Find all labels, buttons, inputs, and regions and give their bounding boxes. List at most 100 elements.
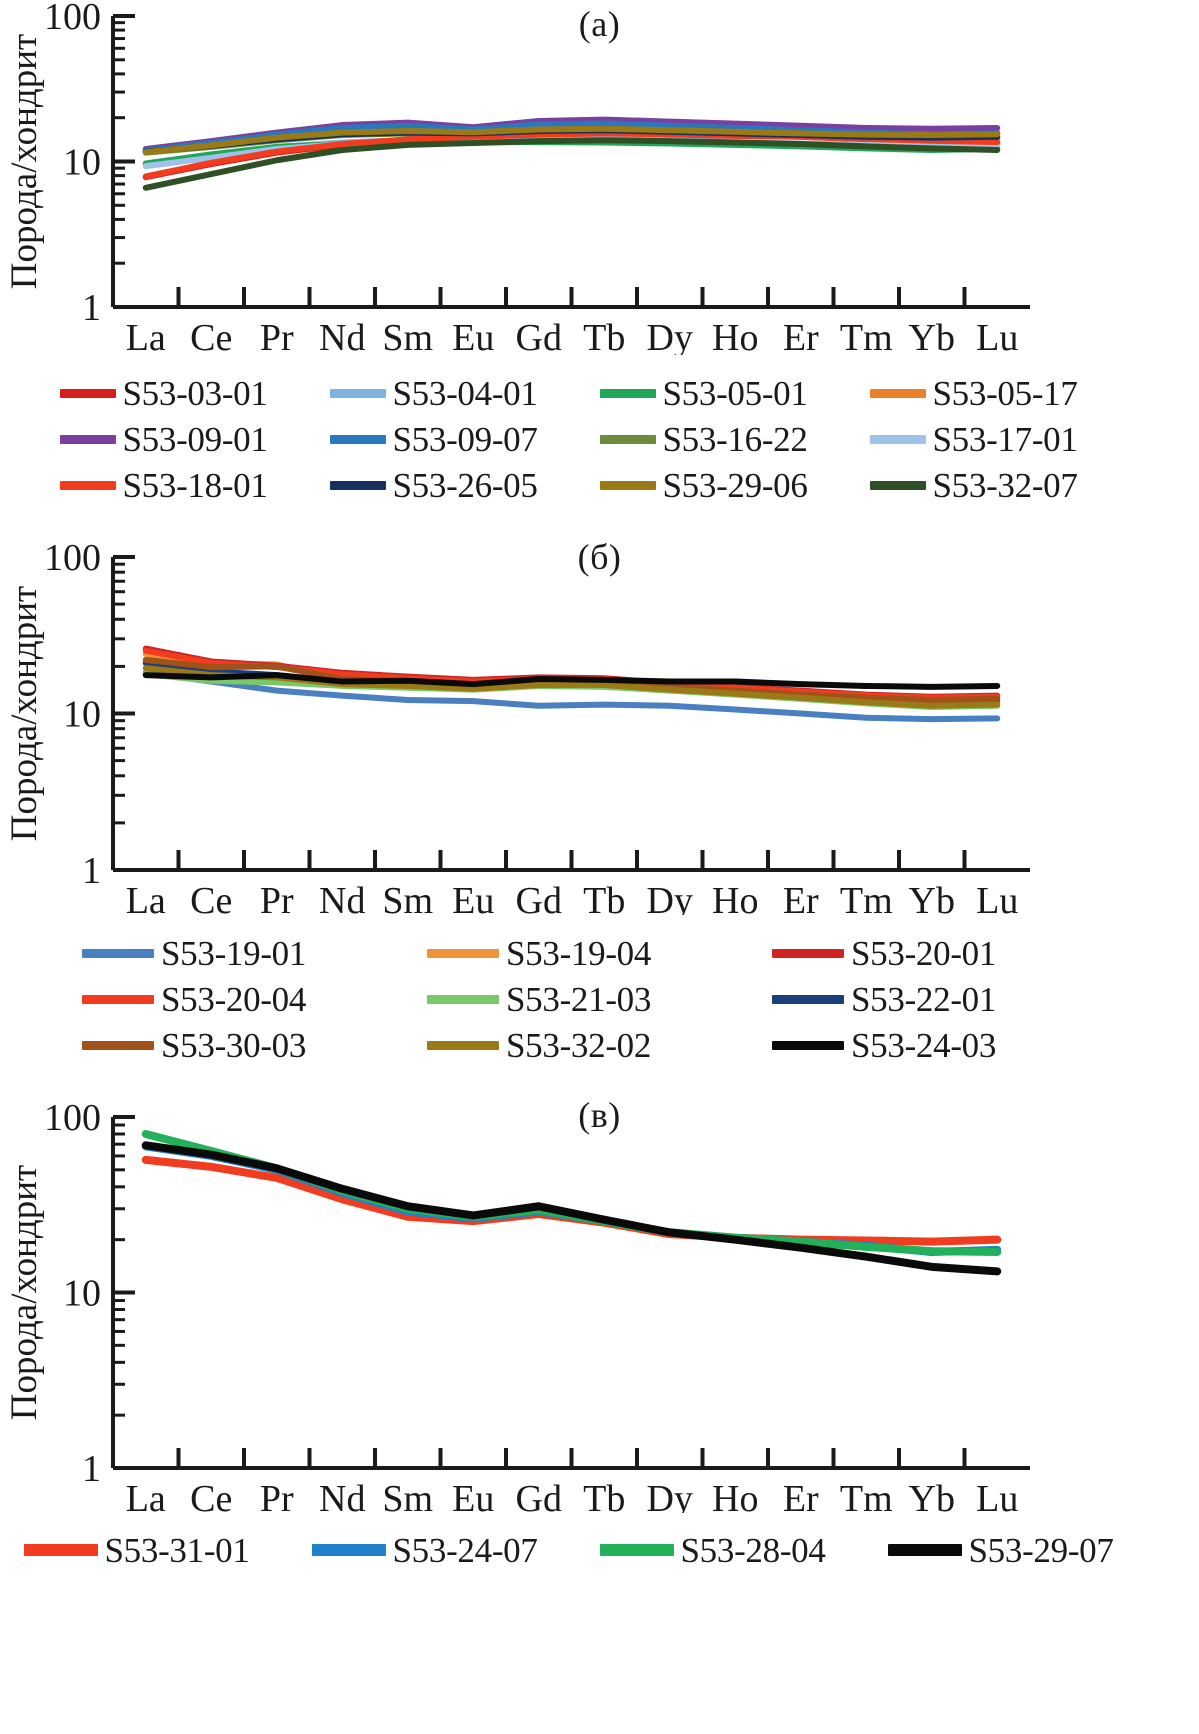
legend-item-s53-32-02[interactable]: S53-32-02: [427, 1028, 772, 1063]
y-axis-title: Порода/хондрит: [4, 1165, 45, 1420]
legend-label: S53-05-01: [662, 373, 808, 413]
legend-item-s53-31-01[interactable]: S53-31-01: [23, 1533, 312, 1568]
y-axis-title: Порода/хондрит: [4, 34, 45, 289]
x-tick-label-yb: Yb: [909, 1478, 955, 1513]
y-tick-labels: 1 10 100: [44, 0, 101, 329]
legend-item-s53-16-22[interactable]: S53-16-22: [599, 422, 870, 457]
legend-item-s53-18-01[interactable]: S53-18-01: [59, 468, 330, 503]
legend-item-s53-19-04[interactable]: S53-19-04: [427, 936, 772, 971]
y-tick-label: 10: [63, 142, 101, 184]
legend-item-s53-32-07[interactable]: S53-32-07: [869, 468, 1140, 503]
x-tick-label-nd: Nd: [319, 880, 365, 915]
legend-item-s53-05-17[interactable]: S53-05-17: [869, 376, 1140, 411]
x-tick-label-ce: Ce: [190, 880, 232, 915]
x-tick-label-nd: Nd: [319, 1478, 365, 1513]
series-line-s53-24-07: [141, 1142, 1002, 1257]
x-tick-label-nd: Nd: [319, 317, 365, 355]
legend-item-s53-09-07[interactable]: S53-09-07: [329, 422, 600, 457]
legend-item-s53-24-03[interactable]: S53-24-03: [772, 1028, 1117, 1063]
x-tick-label-lu: Lu: [976, 880, 1018, 915]
x-tick-label-sm: Sm: [382, 1478, 433, 1513]
x-tick-label-ce: Ce: [190, 317, 232, 355]
legend-color-swatch: [869, 434, 926, 444]
series-line-s53-28-04: [141, 1130, 1002, 1257]
x-tick-label-ho: Ho: [712, 880, 758, 915]
legend-label: S53-21-03: [506, 979, 652, 1019]
legend-item-s53-20-01[interactable]: S53-20-01: [772, 936, 1117, 971]
legend-item-s53-05-01[interactable]: S53-05-01: [599, 373, 870, 413]
legend-item-s53-26-05[interactable]: S53-26-05: [329, 465, 600, 505]
legend-item-s53-19-01[interactable]: S53-19-01: [82, 936, 427, 971]
legend-row: S53-30-03 S53-32-02 S53-24-03: [0, 1022, 1199, 1068]
series-line-s53-24-03: [142, 672, 1001, 690]
data-series-group: [141, 1130, 1002, 1276]
y-axis-ticks: [113, 1115, 135, 1470]
legend-color-swatch: [599, 388, 656, 398]
legend-color-swatch: [427, 1040, 499, 1050]
y-tick-label: 100: [44, 0, 101, 38]
legend-row: S53-09-01 S53-09-07 S53-16-22 S53-17-01: [0, 416, 1199, 462]
legend-item-s53-20-04[interactable]: S53-20-04: [82, 982, 427, 1017]
x-tick-label-eu: Eu: [452, 317, 494, 355]
legend-item-s53-29-06[interactable]: S53-29-06: [599, 465, 870, 505]
y-tick-labels: 1 10 100: [44, 1097, 101, 1490]
x-tick-label-tb: Tb: [583, 317, 625, 355]
panel-c-plot: 1 10 100 Порода/хондрит La Ce Pr Nd Sm Eu Gd Tb Dy Ho…: [0, 1095, 1199, 1513]
x-tick-label-pr: Pr: [260, 317, 294, 355]
y-axis-title: Порода/хондрит: [4, 586, 45, 841]
panel-b-chart-svg: 1 10 100 Порода/хондрит La Ce Pr Nd Sm Eu Gd Tb Dy Ho…: [4, 537, 1030, 915]
legend-item-s53-22-01[interactable]: S53-22-01: [772, 982, 1117, 1017]
legend-label: S53-29-07: [968, 1530, 1114, 1570]
legend-color-swatch: [772, 948, 844, 958]
legend-item-s53-03-01[interactable]: S53-03-01: [59, 373, 330, 413]
x-tick-label-tm: Tm: [840, 880, 893, 915]
panel-a-letter: (а): [578, 4, 621, 44]
panel-b-plot: 1 10 100 Порода/хондрит La Ce Pr Nd Sm Eu Gd Tb Dy Ho…: [0, 535, 1199, 915]
legend-item-s53-21-03[interactable]: S53-21-03: [427, 982, 772, 1017]
legend-color-swatch: [329, 388, 386, 398]
legend-item-s53-29-07[interactable]: S53-29-07: [887, 1530, 1176, 1570]
legend-label: S53-29-06: [662, 465, 808, 505]
x-axis-ticks: [176, 850, 967, 870]
legend-row: S53-18-01 S53-26-05 S53-29-06 S53-32-07: [0, 462, 1199, 508]
x-tick-label-yb: Yb: [909, 880, 955, 915]
legend-label: S53-24-03: [851, 1025, 997, 1065]
x-tick-label-er: Er: [783, 317, 819, 355]
legend-color-swatch: [329, 480, 386, 490]
legend-item-s53-17-01[interactable]: S53-17-01: [869, 422, 1140, 457]
legend-label: S53-03-01: [122, 373, 268, 413]
legend-color-swatch: [311, 1544, 386, 1556]
legend-color-swatch: [427, 948, 499, 958]
legend-label: S53-22-01: [851, 979, 997, 1019]
legend-color-swatch: [59, 434, 116, 444]
panel-b-letter: (б): [577, 537, 622, 577]
legend-item-s53-30-03[interactable]: S53-30-03: [82, 1028, 427, 1063]
series-line-s53-19-01: [142, 669, 1001, 723]
legend-color-swatch: [59, 388, 116, 398]
legend-item-s53-04-01[interactable]: S53-04-01: [329, 376, 600, 411]
panel-c-chart-svg: 1 10 100 Порода/хондрит La Ce Pr Nd Sm Eu Gd Tb Dy Ho…: [4, 1097, 1030, 1513]
x-tick-label-dy: Dy: [647, 317, 693, 355]
panel-b: (б) 1 10 100 Порода/хондрит La Ce Pr Nd Sm Eu Gd Tb…: [0, 535, 1199, 1095]
legend-color-swatch: [427, 994, 499, 1004]
x-tick-label-ho: Ho: [712, 1478, 758, 1513]
legend-label: S53-09-01: [122, 419, 268, 459]
legend-color-swatch: [59, 480, 116, 490]
x-tick-label-sm: Sm: [382, 880, 433, 915]
legend-item-s53-28-04[interactable]: S53-28-04: [599, 1533, 888, 1568]
y-tick-labels: 1 10 100: [44, 537, 101, 892]
legend-color-swatch: [82, 994, 154, 1004]
legend-item-s53-09-01[interactable]: S53-09-01: [59, 419, 330, 459]
legend-row: S53-20-04 S53-21-03 S53-22-01: [0, 976, 1199, 1022]
x-tick-labels: La Ce Pr Nd Sm Eu Gd Tb Dy Ho Er Tm Yb Lu: [126, 880, 1019, 915]
legend-row: S53-31-01 S53-24-07 S53-28-04 S53-29-07: [0, 1527, 1199, 1573]
legend-label: S53-26-05: [392, 465, 538, 505]
legend-color-swatch: [869, 388, 926, 398]
series-line-s53-32-07: [142, 137, 1001, 191]
y-tick-label: 10: [63, 1273, 101, 1315]
legend-color-swatch: [23, 1544, 98, 1556]
x-tick-label-la: La: [126, 317, 166, 355]
x-axis-ticks: [176, 287, 967, 307]
legend-item-s53-24-07[interactable]: S53-24-07: [311, 1533, 600, 1568]
